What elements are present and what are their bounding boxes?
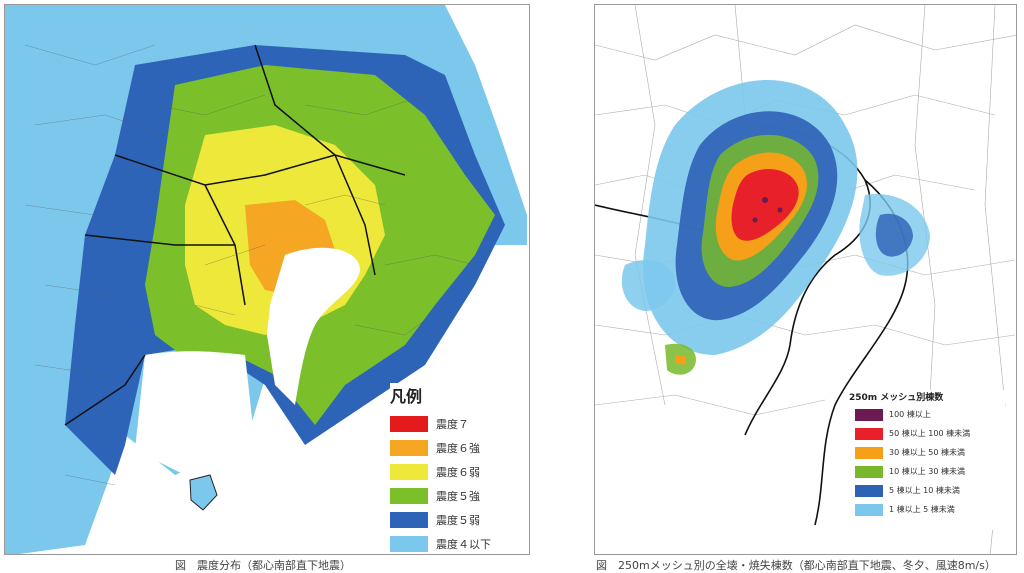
- legend-label: 震度６弱: [436, 465, 480, 479]
- legend-label: 震度６強: [436, 441, 480, 455]
- legend-label: 震度５強: [436, 489, 480, 503]
- legend-title: 250m メッシュ別棟数: [849, 393, 944, 403]
- right-figure-caption: 図 250mメッシュ別の全壊・焼失棟数（都心南部直下地震、冬夕、風速8m/s）: [596, 559, 996, 572]
- seismic-intensity-map-panel: 凡例 震度７ 震度６強 震度６弱 震度５強 震度５弱 震度４以下: [4, 4, 530, 555]
- legend-label: 震度５弱: [436, 513, 480, 527]
- legend-title: 凡例: [390, 387, 423, 406]
- building-damage-map-panel: 250m メッシュ別棟数 100 棟以上 50 棟以上 100 棟未満 30 棟…: [594, 4, 1017, 555]
- legend-label: 1 棟以上 5 棟未満: [889, 505, 955, 514]
- legend-label: 震度４以下: [436, 537, 491, 551]
- legend-label: 10 棟以上 30 棟未満: [889, 467, 965, 476]
- legend-item: 1 棟以上 5 棟未満: [855, 502, 1005, 517]
- intensity-legend: 凡例 震度７ 震度６強 震度６弱 震度５強 震度５弱 震度４以下: [390, 383, 515, 553]
- legend-label: 震度７: [436, 417, 469, 431]
- legend-item: 震度７: [390, 413, 515, 434]
- legend-item: 50 棟以上 100 棟未満: [855, 426, 1005, 441]
- legend-item: 震度５強: [390, 485, 515, 506]
- legend-swatch: [855, 465, 883, 478]
- legend-swatch: [855, 503, 883, 516]
- legend-label: 5 棟以上 10 棟未満: [889, 486, 960, 495]
- legend-item: 100 棟以上: [855, 407, 1005, 422]
- legend-swatch: [855, 484, 883, 497]
- legend-item: 震度６強: [390, 437, 515, 458]
- damage-legend: 250m メッシュ別棟数 100 棟以上 50 棟以上 100 棟未満 30 棟…: [845, 390, 1005, 530]
- legend-swatch: [390, 487, 428, 504]
- legend-swatch: [390, 511, 428, 528]
- left-figure-caption: 図 震度分布（都心南部直下地震）: [175, 559, 351, 572]
- legend-swatch: [390, 535, 428, 552]
- legend-swatch: [390, 463, 428, 480]
- legend-swatch: [390, 415, 428, 432]
- legend-label: 50 棟以上 100 棟未満: [889, 429, 971, 438]
- legend-swatch: [855, 446, 883, 459]
- legend-swatch: [390, 439, 428, 456]
- legend-label: 30 棟以上 50 棟未満: [889, 448, 965, 457]
- legend-label: 100 棟以上: [889, 410, 931, 419]
- legend-item: 震度５弱: [390, 509, 515, 530]
- legend-item: 5 棟以上 10 棟未満: [855, 483, 1005, 498]
- legend-item: 30 棟以上 50 棟未満: [855, 445, 1005, 460]
- legend-item: 10 棟以上 30 棟未満: [855, 464, 1005, 479]
- legend-item: 震度６弱: [390, 461, 515, 482]
- legend-swatch: [855, 427, 883, 440]
- legend-swatch: [855, 408, 883, 421]
- seismic-intensity-map: [5, 5, 529, 554]
- legend-item: 震度４以下: [390, 533, 515, 554]
